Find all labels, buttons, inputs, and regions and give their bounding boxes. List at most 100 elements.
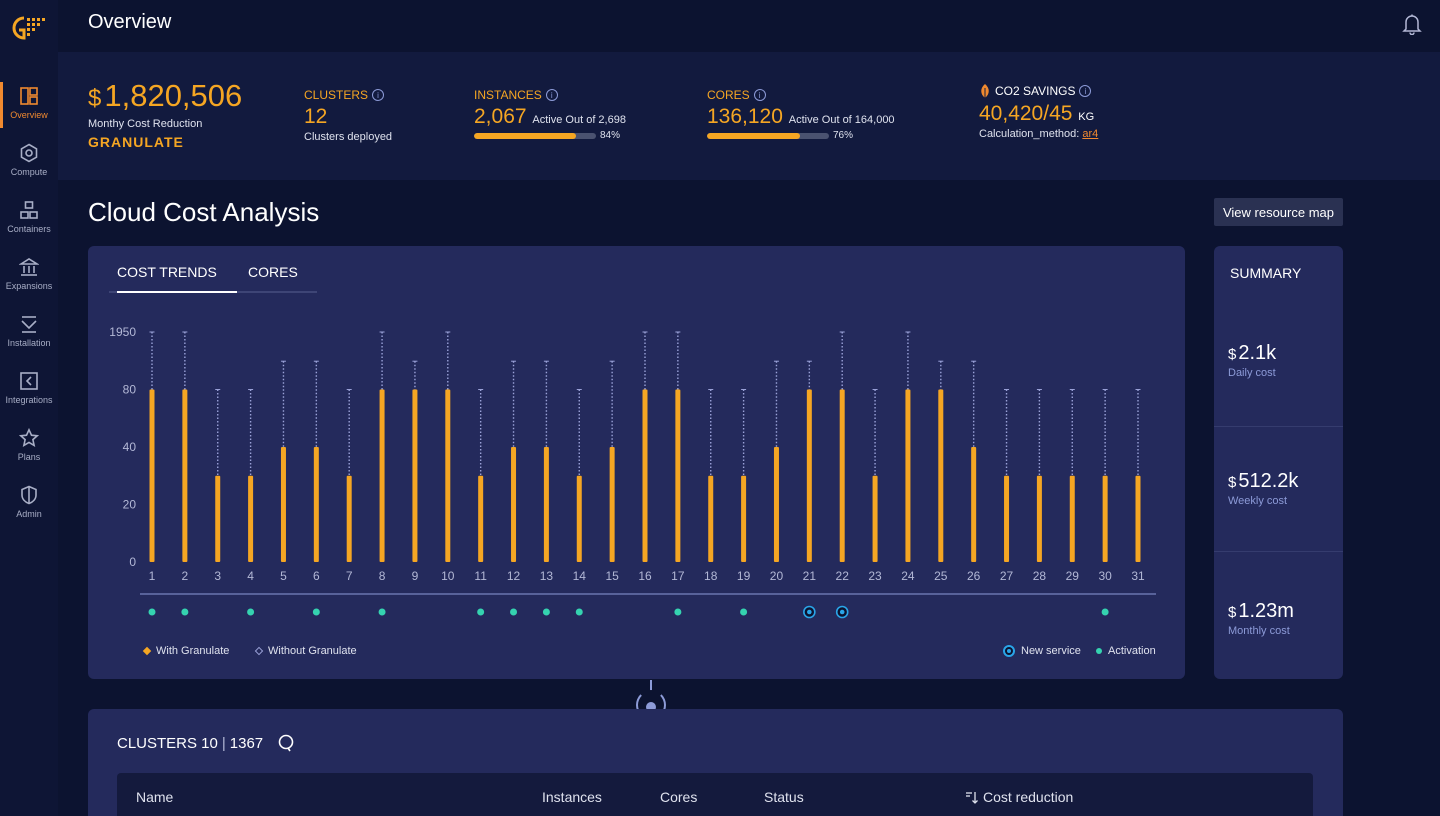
x-tick-label: 12 [507,569,521,583]
co2-kpi-title: CO2 SAVINGS [995,84,1076,98]
legend-new-service-label: New service [1021,645,1081,657]
integrations-icon [20,372,38,390]
bar-with-granulate [839,389,845,562]
activation-marker [740,608,748,616]
x-tick-label: 31 [1131,569,1145,583]
sidebar-item-plans[interactable]: Plans [0,424,58,478]
bar-with-granulate [905,389,911,562]
x-tick-label: 16 [638,569,652,583]
granulate-logo-icon[interactable] [10,14,48,42]
new-service-marker-center [839,609,845,615]
info-icon[interactable]: i [1079,85,1092,97]
x-tick-label: 3 [214,569,221,583]
bar-with-granulate [1069,475,1075,562]
sidebar-item-label: Expansions [5,281,53,291]
bar-with-granulate [182,389,188,562]
scroll-connector-dot [646,702,656,712]
bar-with-granulate [971,447,977,562]
summary-label: Weekly cost [1228,495,1288,507]
activation-marker [378,608,386,616]
bar-with-granulate [149,389,155,562]
bar-with-granulate [872,475,878,562]
column-header-cores[interactable]: Cores [660,789,698,805]
currency-sign: $ [1228,604,1237,621]
bar-with-granulate [675,389,681,562]
bell-icon[interactable] [1402,13,1422,35]
co2-kpi-value: 40,420/45 [979,102,1073,125]
sidebar-item-expansions[interactable]: Expansions [0,253,58,307]
bar-with-granulate [1135,475,1141,562]
sort-icon[interactable] [965,790,979,804]
sidebar-item-containers[interactable]: Containers [0,196,58,250]
sidebar-item-label: Overview [10,110,48,120]
activation-marker [148,608,156,616]
summary-card: SUMMARY $2.1k Daily cost $512.2k Weekly … [1214,246,1343,679]
activation-marker [542,608,550,616]
clusters-kpi-title: CLUSTERS [304,88,369,102]
activation-marker [1101,608,1109,616]
search-icon[interactable] [277,734,295,752]
currency-sign: $ [1228,474,1237,491]
cost-reduction-value: 1,820,506 [104,78,243,113]
x-tick-label: 30 [1098,569,1112,583]
activation-marker [477,608,485,616]
activation-marker [510,608,518,616]
y-tick-label: 1950 [109,325,136,339]
x-tick-label: 9 [412,569,419,583]
bar-with-granulate [741,475,747,562]
sidebar-item-overview[interactable]: Overview [0,82,58,136]
column-header-status[interactable]: Status [764,789,804,805]
summary-value: 2.1k [1238,342,1277,364]
sidebar-item-admin[interactable]: Admin [0,481,58,535]
y-tick-label: 40 [123,440,137,454]
co2-kpi-unit: KG [1078,111,1095,123]
kpi-band: $ 1,820,506 Monthy Cost Reduction GRANUL… [58,52,1440,180]
sidebar-item-integrations[interactable]: Integrations [0,367,58,421]
x-tick-label: 8 [379,569,386,583]
instances-kpi-title: INSTANCES [474,88,542,102]
currency-sign: $ [1228,346,1237,363]
column-header-name[interactable]: Name [136,789,174,805]
sidebar-item-compute[interactable]: Compute [0,139,58,193]
instances-kpi-sub: Active Out of 2,698 [532,114,626,126]
sidebar: Overview Compute Containers Expansions I… [0,0,58,816]
co2-method-link[interactable]: ar4 [1082,128,1099,140]
legend-without-label: Without Granulate [268,645,357,657]
activation-marker [247,608,255,616]
cores-progress-fill [707,132,800,139]
x-tick-label: 1 [149,569,156,583]
bar-with-granulate [708,475,714,562]
cost-reduction-kpi: $ 1,820,506 Monthy Cost Reduction GRANUL… [88,78,242,150]
info-icon[interactable]: i [372,89,385,101]
x-tick-label: 10 [441,569,455,583]
column-header-instances[interactable]: Instances [542,789,602,805]
x-tick-label: 11 [474,569,487,583]
bar-with-granulate [511,447,517,562]
x-tick-label: 27 [1000,569,1014,583]
clusters-card: CLUSTERS 10 | 1367 Name Instances Cores … [88,709,1343,816]
x-tick-label: 29 [1066,569,1080,583]
info-icon[interactable]: i [545,89,558,101]
info-icon[interactable]: i [753,89,766,101]
column-header-cost-reduction[interactable]: Cost reduction [965,789,1073,805]
tab-cores[interactable]: CORES [248,264,298,280]
legend-diamond-outline-icon [254,646,264,656]
tab-cost-trends[interactable]: COST TRENDS [117,264,237,293]
new-service-icon [1003,645,1015,657]
view-resource-map-button[interactable]: View resource map [1214,198,1343,226]
activation-marker [575,608,583,616]
bar-with-granulate [1036,475,1042,562]
installation-icon [21,316,37,333]
legend-with-label: With Granulate [156,645,230,657]
legend-without-granulate: Without Granulate [254,645,357,657]
compute-icon [20,143,38,163]
x-tick-label: 25 [934,569,948,583]
cores-progress-percent: 76% [833,130,854,141]
instances-kpi-value: 2,067 [474,105,527,128]
bar-with-granulate [215,475,221,562]
shield-icon [21,485,37,505]
x-tick-label: 24 [901,569,915,583]
sidebar-item-installation[interactable]: Installation [0,310,58,364]
x-tick-label: 7 [346,569,353,583]
cores-kpi-title: CORES [707,88,750,102]
